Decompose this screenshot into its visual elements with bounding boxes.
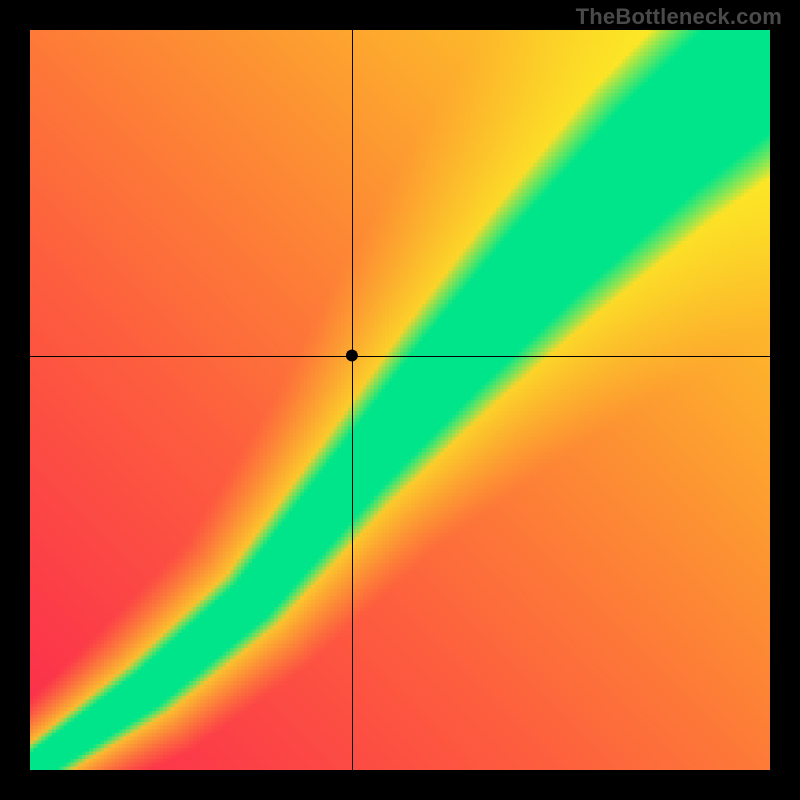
overlay-canvas	[30, 30, 770, 770]
chart-container: TheBottleneck.com	[0, 0, 800, 800]
watermark-text: TheBottleneck.com	[576, 4, 782, 30]
